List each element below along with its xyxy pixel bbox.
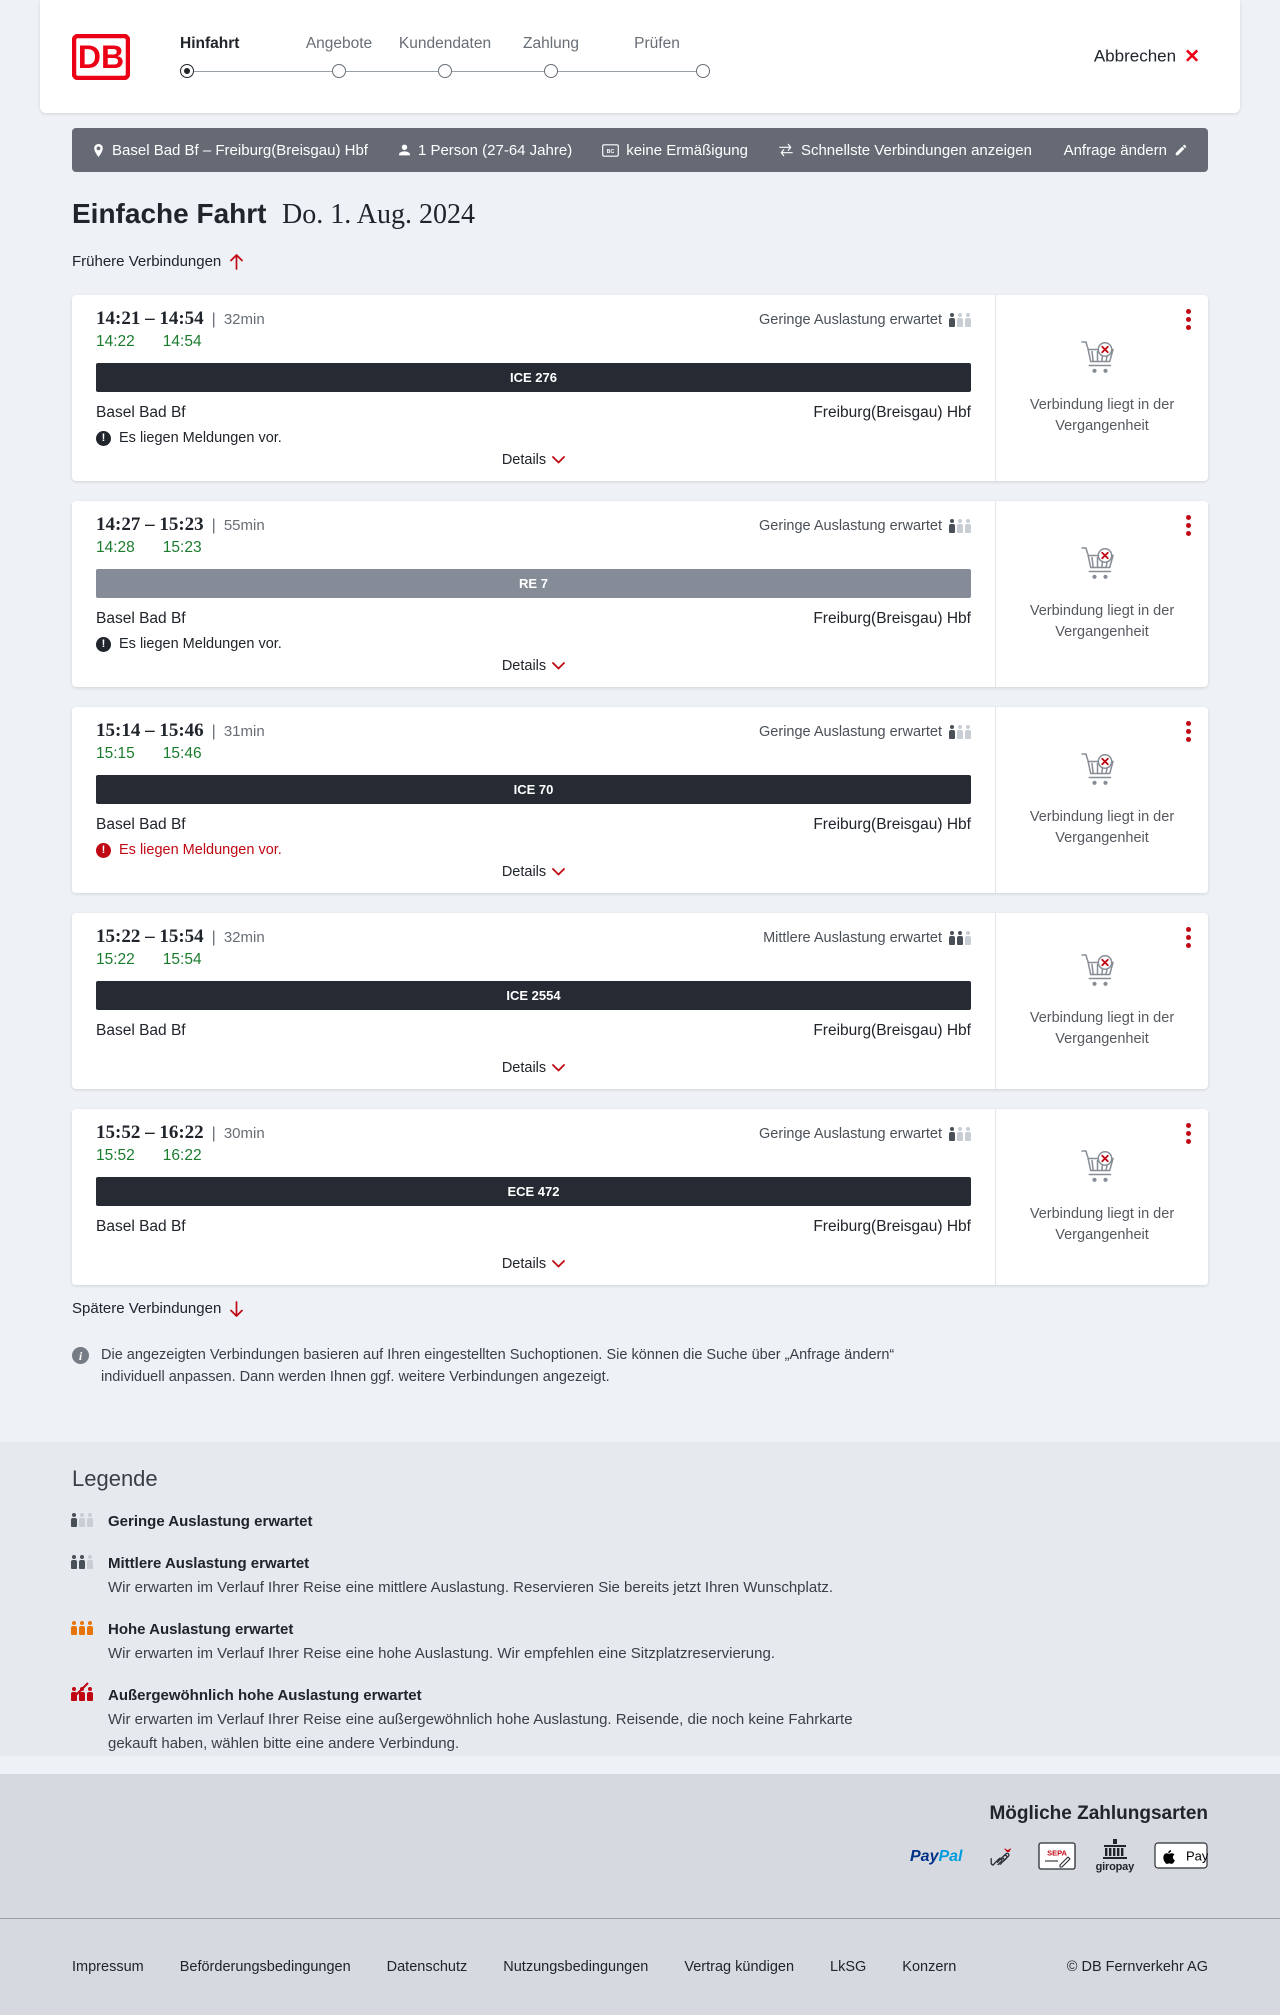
svg-text:BC: BC — [607, 148, 615, 154]
svg-text:PayPal: PayPal — [910, 1848, 963, 1865]
svg-text:DB: DB — [78, 39, 124, 75]
svg-text:Pay: Pay — [1186, 1849, 1208, 1864]
svg-text:SEPA: SEPA — [1047, 1848, 1067, 1857]
